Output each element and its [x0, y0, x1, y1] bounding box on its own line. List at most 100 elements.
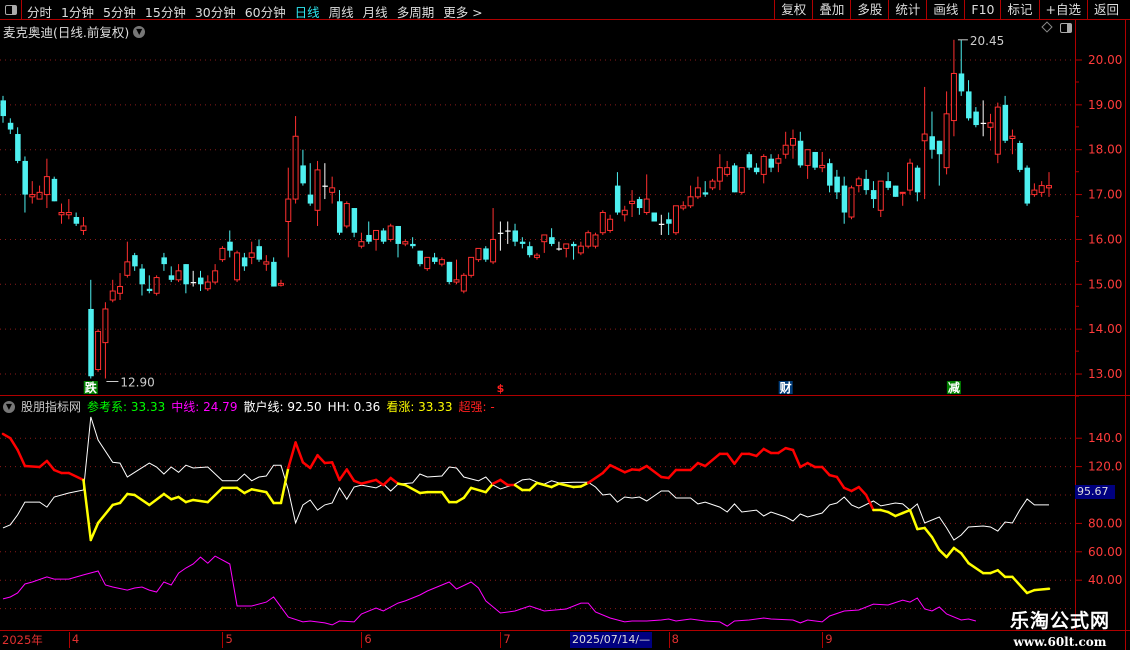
candle — [395, 225, 401, 258]
candle — [621, 205, 628, 222]
date-label: 7 — [500, 632, 511, 648]
candle-body — [804, 149, 811, 166]
candle-body — [716, 167, 723, 182]
candle-body — [219, 247, 226, 261]
candle-body — [929, 136, 935, 150]
stock-title[interactable]: 麦克奥迪(日线.前复权) ▼ — [3, 22, 146, 41]
multi-stock-button[interactable]: 多股 — [850, 0, 888, 20]
candle-body — [541, 234, 548, 243]
date-axis: 2025年 4 5 6 7 8 9 2025/07/14/— — [0, 630, 1130, 650]
candle-body — [424, 256, 431, 270]
bullish-line-segment — [923, 526, 934, 539]
overlay-button[interactable]: 叠加 — [812, 0, 850, 20]
candle-body — [234, 252, 241, 281]
bullish-line-segment — [89, 521, 100, 542]
tab-period[interactable]: 60分钟 — [244, 5, 286, 20]
price-tick-label: 18.00 — [1088, 143, 1122, 157]
add-watchlist-button[interactable]: +自选 — [1038, 0, 1087, 20]
candle-body — [51, 178, 58, 202]
bullish-line-segment — [279, 466, 290, 505]
draw-line-button[interactable]: 画线 — [926, 0, 964, 20]
tab-period[interactable]: 多周期 — [396, 5, 435, 20]
candle-body — [432, 257, 438, 262]
strong-line-segment — [828, 473, 839, 479]
bullish-line-segment — [469, 486, 488, 494]
restore-rights-button[interactable]: 复权 — [774, 0, 812, 20]
candle — [709, 178, 716, 191]
candle — [329, 176, 336, 204]
more-button[interactable]: 更多 > — [443, 5, 483, 20]
candle — [812, 151, 818, 170]
candle — [680, 201, 687, 211]
indicator-tick-label: 120.0 — [1088, 460, 1122, 474]
panel-toggle-icon[interactable] — [1060, 23, 1072, 33]
candle — [380, 228, 387, 244]
strong-line-segment — [638, 464, 648, 472]
indicator-name[interactable]: 股朋指标网 — [21, 400, 82, 414]
tab-period[interactable]: 30分钟 — [194, 5, 236, 20]
tab-period[interactable]: 分时 — [27, 5, 53, 20]
date-label: 4 — [68, 632, 79, 648]
candle — [358, 232, 365, 249]
candle — [571, 241, 577, 260]
indicator-value: 中线: 24.79 — [171, 400, 237, 414]
sidebar-toggle-button[interactable] — [0, 0, 22, 20]
candle — [29, 181, 36, 204]
chevron-down-icon[interactable]: ▼ — [3, 400, 15, 413]
signal-badge — [83, 381, 98, 394]
candle-body — [204, 281, 211, 290]
candle-body — [966, 91, 972, 119]
candle — [102, 302, 109, 379]
candle — [146, 275, 153, 294]
candle-body — [629, 200, 636, 205]
candle — [914, 165, 921, 202]
candle — [241, 252, 248, 271]
candle — [929, 111, 935, 159]
candle — [936, 140, 943, 186]
candle-body — [834, 176, 840, 193]
candle — [263, 255, 270, 271]
candle — [424, 256, 431, 271]
candle-body — [760, 155, 767, 175]
tab-period[interactable]: 5分钟 — [102, 5, 136, 20]
tab-period[interactable]: 月线 — [362, 5, 388, 20]
candle-body — [446, 261, 453, 283]
f10-button[interactable]: F10 — [964, 0, 1000, 20]
candle — [212, 264, 219, 285]
candle-body — [277, 282, 284, 286]
tab-period[interactable]: 15分钟 — [144, 5, 186, 20]
candle — [614, 172, 621, 215]
bullish-line-segment — [250, 488, 268, 494]
candle — [782, 131, 789, 159]
chevron-down-icon[interactable]: ▼ — [133, 25, 146, 38]
bullish-line-segment — [535, 481, 553, 489]
candle — [410, 237, 416, 249]
candle-body — [380, 230, 387, 242]
strong-line-segment — [601, 463, 612, 475]
back-button[interactable]: 返回 — [1086, 0, 1125, 20]
bullish-line-segment — [243, 488, 253, 495]
tab-period[interactable]: 1分钟 — [61, 5, 94, 20]
candle — [446, 261, 453, 285]
tab-period-daily[interactable]: 日线 — [294, 5, 320, 20]
watermark-title: 乐淘公式网 — [1009, 610, 1110, 632]
candle-body — [285, 198, 292, 222]
statistics-button[interactable]: 统计 — [888, 0, 926, 20]
strong-line-segment — [667, 468, 678, 480]
candle — [994, 102, 1001, 164]
candle-body — [556, 248, 562, 250]
price-tick-label: 17.00 — [1088, 188, 1122, 202]
candle — [438, 257, 445, 267]
bullish-line-segment — [513, 483, 524, 492]
tab-period[interactable]: 周线 — [328, 5, 354, 20]
candle-body — [460, 274, 467, 292]
candle-body — [402, 241, 409, 245]
candle — [760, 154, 767, 184]
candles — [0, 39, 1052, 379]
mark-button[interactable]: 标记 — [1000, 0, 1038, 20]
candle-body — [109, 290, 116, 301]
signal-label: $ — [497, 382, 505, 395]
bullish-line-segment — [404, 483, 422, 495]
strong-line-segment — [777, 446, 787, 455]
